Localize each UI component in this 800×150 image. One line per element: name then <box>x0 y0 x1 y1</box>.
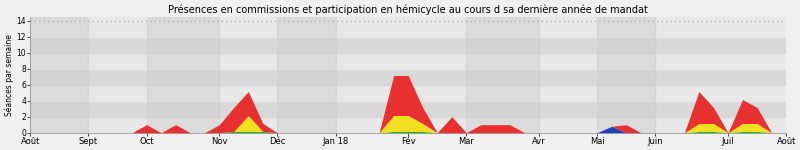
Bar <box>597 17 655 133</box>
Bar <box>278 17 335 133</box>
Bar <box>30 37 786 53</box>
Bar <box>30 21 786 37</box>
Y-axis label: Séances par semaine: Séances par semaine <box>4 34 14 116</box>
Bar <box>146 17 219 133</box>
Bar <box>30 69 786 85</box>
Bar <box>30 17 88 133</box>
Title: Présences en commissions et participation en hémicycle au cours d sa dernière an: Présences en commissions et participatio… <box>168 4 648 15</box>
Bar <box>30 85 786 101</box>
Bar <box>466 17 539 133</box>
Bar <box>30 117 786 133</box>
Bar <box>30 101 786 117</box>
Bar <box>30 53 786 69</box>
